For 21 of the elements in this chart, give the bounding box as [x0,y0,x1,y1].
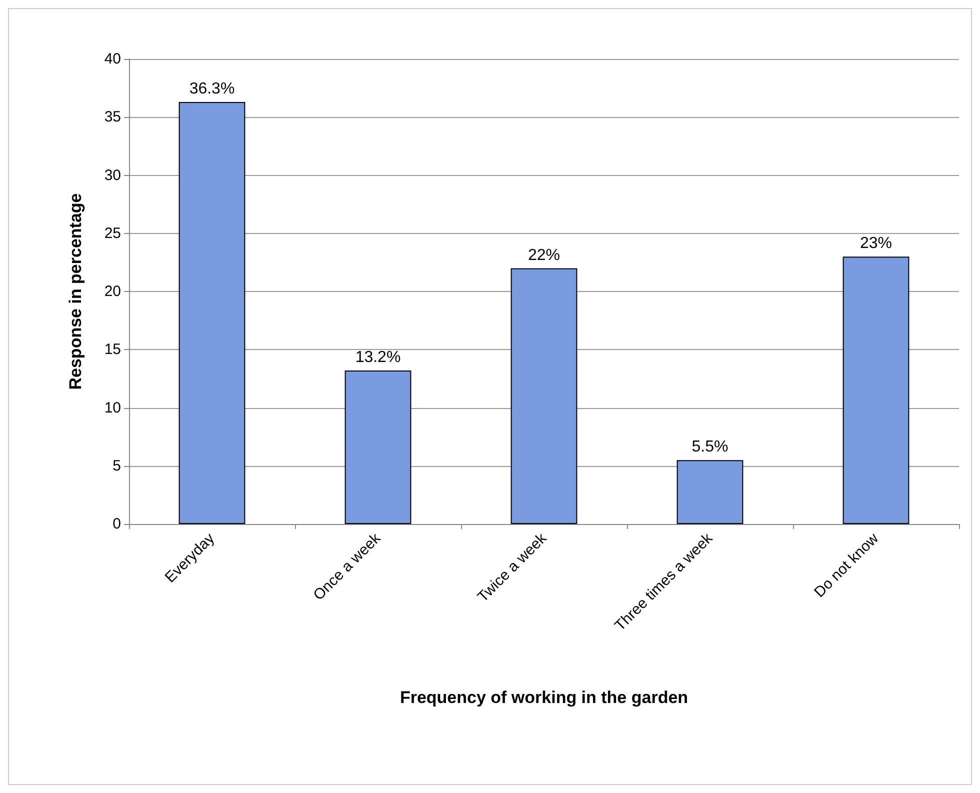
y-tick-label: 35 [104,108,121,126]
data-label: 13.2% [355,349,401,366]
bar [178,102,246,524]
y-tick-label: 0 [112,516,121,532]
y-tick-label: 20 [104,283,121,300]
y-tick-label: 40 [104,50,121,68]
x-axis-title: Frequency of working in the garden [400,688,688,707]
data-label: 23% [860,235,892,252]
y-axis-title: Response in percentage [66,193,85,390]
bar [842,256,910,524]
y-tick-label: 25 [104,224,121,242]
data-label: 22% [528,246,560,264]
bar [676,460,744,524]
data-label: 5.5% [692,438,728,456]
y-tick-label: 30 [104,166,121,184]
data-label: 36.3% [189,80,235,98]
bar [344,370,412,524]
y-tick-label: 15 [104,341,121,358]
y-tick-label: 5 [112,457,121,474]
bar [510,268,578,524]
y-tick-label: 10 [104,399,121,416]
